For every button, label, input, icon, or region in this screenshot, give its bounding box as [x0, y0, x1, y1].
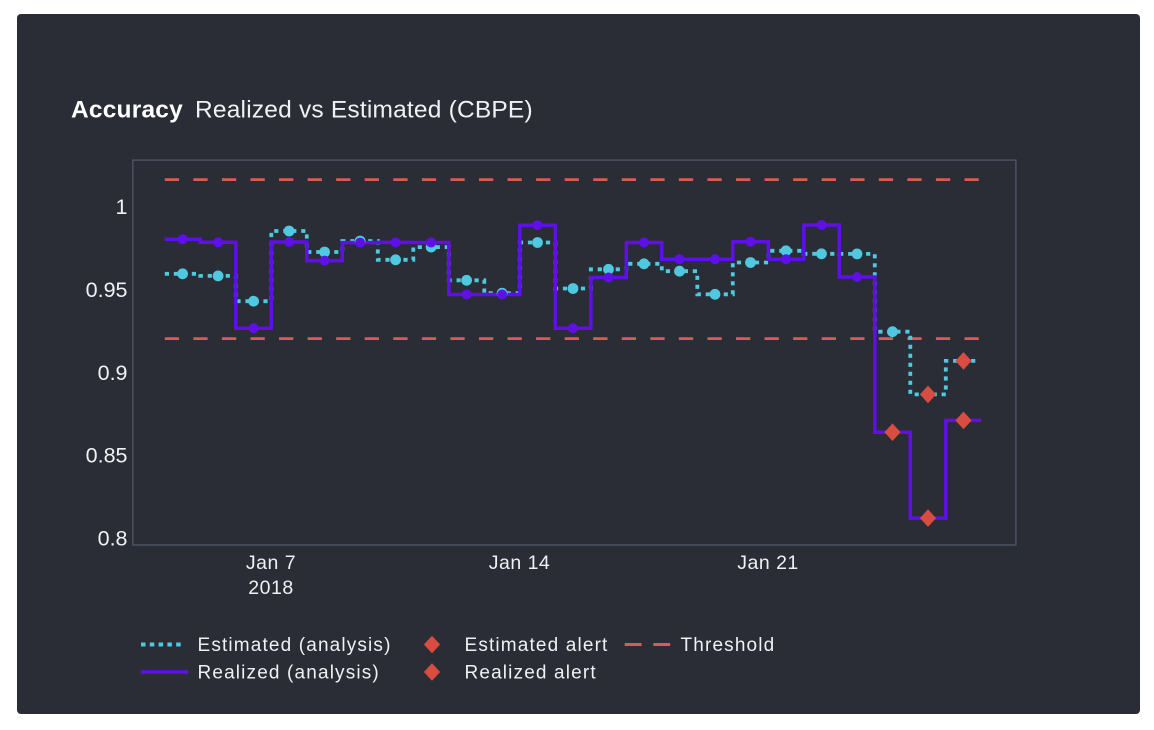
svg-text:1: 1 [116, 195, 128, 219]
svg-text:Accuracy: Accuracy [71, 97, 183, 124]
svg-text:0.9: 0.9 [98, 361, 128, 385]
svg-text:Estimated alert: Estimated alert [465, 635, 609, 656]
svg-text:Realized (analysis): Realized (analysis) [198, 663, 380, 684]
svg-text:0.8: 0.8 [98, 527, 128, 551]
svg-text:2018: 2018 [248, 577, 293, 599]
svg-text:Jan 7: Jan 7 [246, 552, 296, 574]
svg-text:Threshold: Threshold [681, 635, 776, 656]
svg-text:Estimated (analysis): Estimated (analysis) [198, 635, 392, 656]
svg-text:0.95: 0.95 [86, 278, 128, 302]
svg-text:0.85: 0.85 [86, 444, 128, 468]
svg-text:Jan 14: Jan 14 [489, 552, 551, 574]
svg-text:Realized alert: Realized alert [465, 663, 597, 684]
svg-text:Realized vs Estimated (CBPE): Realized vs Estimated (CBPE) [195, 97, 533, 124]
svg-text:Jan 21: Jan 21 [737, 552, 799, 574]
